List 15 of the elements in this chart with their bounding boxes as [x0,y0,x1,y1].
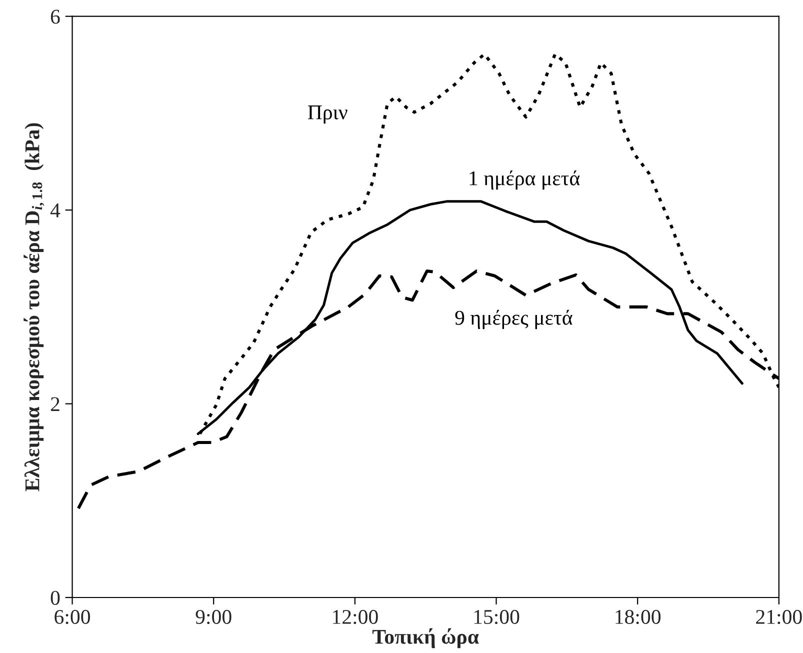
x-tick-label: 18:00 [616,610,661,624]
x-tick-label: 12:00 [333,610,378,624]
y-tick-label: 2 [50,397,60,411]
x-tick-label: 6:00 [54,610,90,624]
x-tick-label: 9:00 [196,610,232,624]
series-label: Πριν [308,106,348,124]
y-tick-label: 0 [50,590,60,605]
x-axis-title: Τοπική ώρα [372,628,479,648]
y-axis-title: Ελλειμμα κορεσμού του αέρα D$_{i,1.8}$ (kPa) [24,123,44,492]
y-tick-label: 6 [50,10,60,24]
x-tick-label: 15:00 [474,610,520,624]
x-tick-label: 21:00 [756,610,802,624]
y-tick-label: 4 [50,204,60,218]
series-label: 9 ημέρες μετά [455,310,572,330]
series-label: 1 ημέρα μετά [470,170,580,190]
